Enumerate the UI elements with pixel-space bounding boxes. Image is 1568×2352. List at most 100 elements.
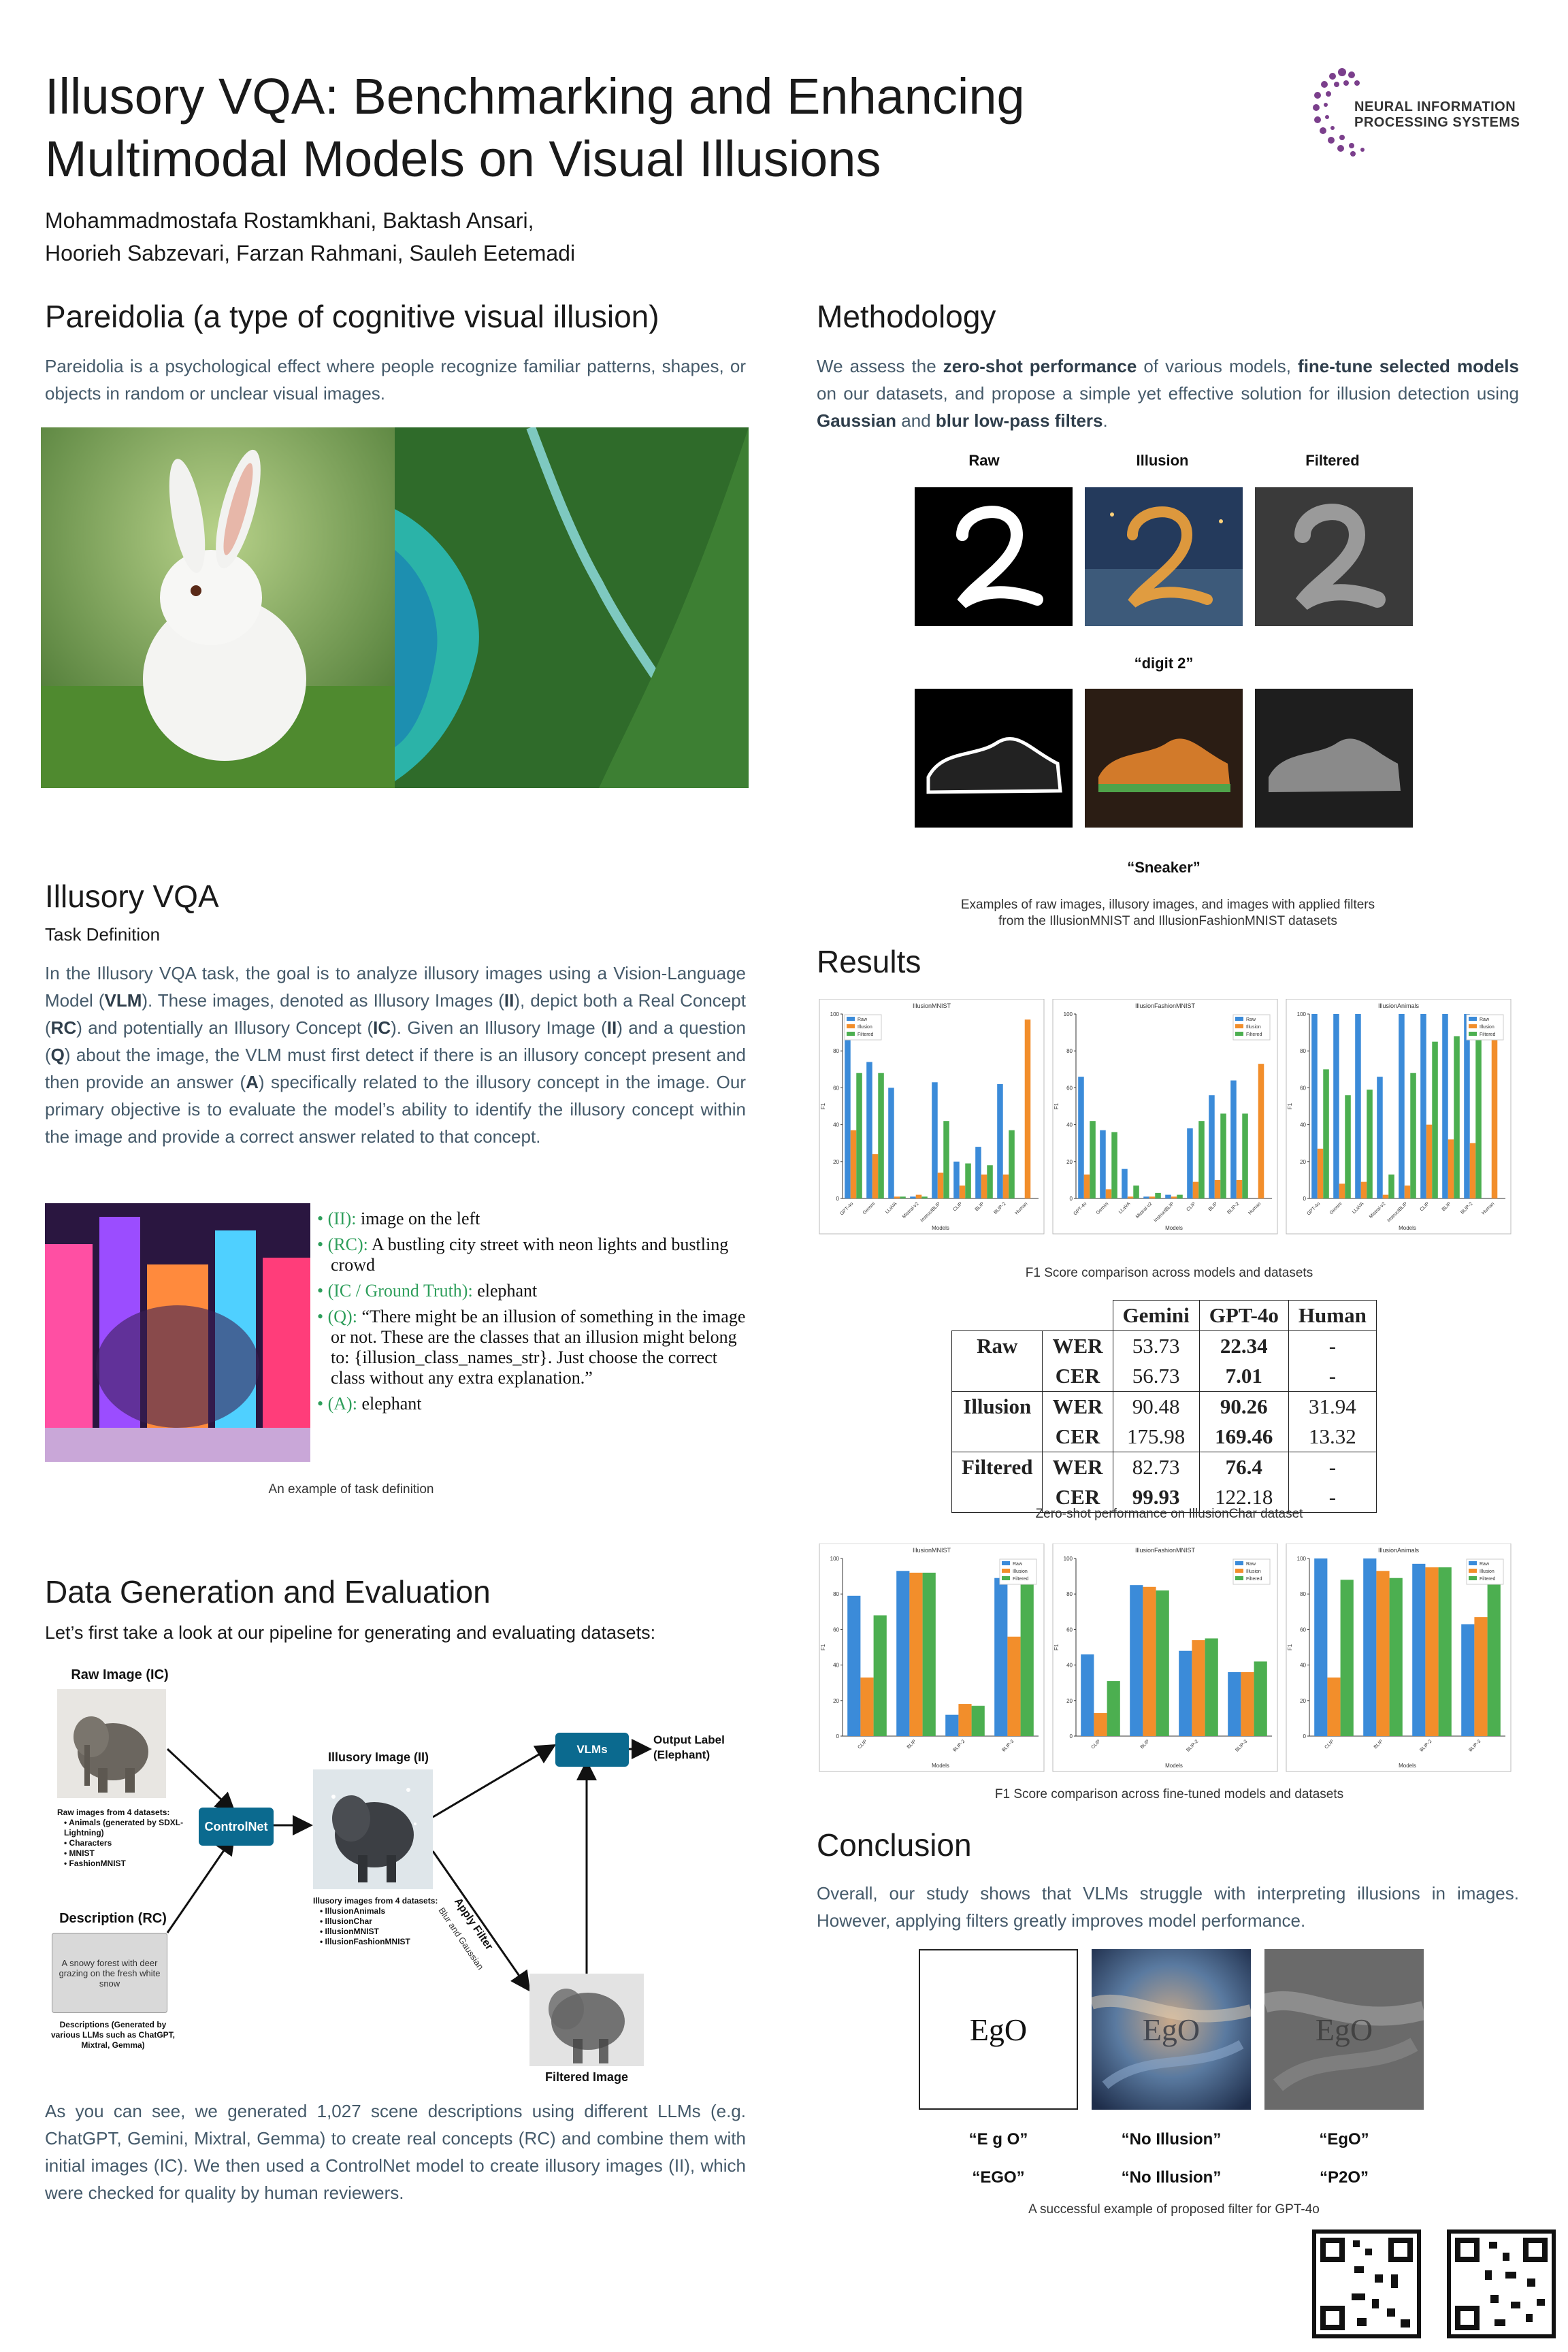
author-list: Mohammadmostafa Rostamkhani, Baktash Ans… (45, 204, 575, 270)
bar (1327, 1677, 1341, 1736)
vlms-box: VLMs (555, 1733, 629, 1767)
raw-elephant-image (57, 1689, 166, 1798)
col-label-raw: Raw (968, 452, 1000, 469)
table-cell: 13.32 (1288, 1422, 1377, 1452)
title-line-2: Multimodal Models on Visual Illusions (45, 131, 881, 187)
bar (932, 1082, 938, 1198)
neon-city-elephant-image (45, 1203, 310, 1462)
bar (1236, 1179, 1243, 1198)
col-label-filtered: Filtered (1305, 452, 1360, 469)
y-tick-label: 0 (1303, 1196, 1307, 1202)
col-label-illusion: Illusion (1136, 452, 1189, 469)
bar (1461, 1624, 1475, 1736)
results-heading: Results (817, 944, 921, 979)
illusory-sources: Illusory images from 4 datasets: • Illus… (313, 1896, 476, 1947)
legend-swatch (847, 1017, 855, 1021)
y-tick-label: 100 (830, 1556, 840, 1562)
title-line-1: Illusory VQA: Benchmarking and Enhancing (45, 68, 1025, 125)
answer-r2-c1: “EGO” (972, 2168, 1025, 2187)
ego-caption: A successful example of proposed filter … (1028, 2202, 1320, 2217)
results-table: Gemini GPT-4o Human Raw WER 53.73 22.34- CER 56.… (951, 1300, 1377, 1513)
bar (1127, 1196, 1134, 1198)
description-title: Description (RC) (59, 1911, 167, 1926)
legend-swatch (1469, 1576, 1477, 1580)
bar (971, 1705, 985, 1736)
bar (1214, 1179, 1221, 1198)
bar (1192, 1181, 1199, 1198)
legend-swatch (1002, 1569, 1010, 1573)
legend-swatch (1235, 1576, 1243, 1580)
table-cell: - (1288, 1482, 1377, 1513)
filtered-digit-image (1255, 487, 1413, 626)
y-tick-label: 40 (833, 1663, 839, 1669)
y-tick-label: 0 (836, 1196, 840, 1202)
table-group-label: Raw (951, 1330, 1043, 1392)
bar (1404, 1186, 1411, 1198)
answer-r1-c2: “No Illusion” (1121, 2130, 1222, 2149)
zero-shot-charts: IllusionMNIST 0 20 40 60 80 100 F1 GPT-4o Gemini L… (817, 999, 1522, 1237)
legend-label: Illusion (858, 1025, 872, 1030)
x-axis-label: Models (1399, 1225, 1416, 1231)
x-axis-label: Models (932, 1763, 949, 1769)
method-caption: Examples of raw images, illusory images,… (817, 897, 1519, 930)
bar (1491, 1030, 1498, 1198)
raw-digit-image (915, 487, 1073, 626)
chart-title: IllusionFashionMNIST (1135, 1547, 1196, 1554)
qr-code-icon[interactable] (1312, 2230, 1421, 2338)
bar (1376, 1571, 1390, 1736)
legend-label: Raw (1480, 1562, 1490, 1567)
bar (909, 1572, 923, 1736)
y-tick-label: 60 (1300, 1627, 1306, 1633)
bar (1399, 1014, 1405, 1198)
bar (1388, 1174, 1394, 1198)
filtered-elephant-image (529, 1974, 644, 2066)
illusory-elephant-image (313, 1769, 433, 1889)
y-tick-label: 20 (1066, 1159, 1073, 1165)
bar (981, 1174, 987, 1198)
table-metric-label: WER (1042, 1452, 1113, 1482)
filtered-image-title: Filtered Image (544, 2070, 629, 2084)
legend-swatch (1469, 1569, 1477, 1573)
chart-title: IllusionMNIST (913, 1547, 951, 1554)
illusion-digit-image (1085, 487, 1243, 626)
neurips-logo: NEURAL INFORMATION PROCESSING SYSTEMS (1307, 63, 1531, 165)
filtered-sneaker-image (1255, 689, 1413, 828)
x-axis-label: Models (932, 1225, 949, 1231)
table-header-row: Gemini GPT-4o Human (952, 1300, 1377, 1331)
legend-label: Raw (1013, 1562, 1023, 1567)
y-tick-label: 0 (836, 1733, 840, 1740)
bar (1209, 1095, 1215, 1198)
legend-swatch (1235, 1569, 1243, 1573)
pipeline-diagram: Raw Image (IC) Raw images from 4 dataset… (45, 1667, 753, 2084)
y-tick-label: 100 (1297, 1556, 1307, 1562)
chart-title: IllusionMNIST (913, 1002, 951, 1009)
y-tick-label: 100 (830, 1011, 840, 1017)
illusory-sources-title: Illusory images from 4 datasets: (313, 1896, 438, 1906)
controlnet-box: ControlNet (199, 1808, 274, 1846)
qr-code-icon[interactable] (1447, 2230, 1556, 2338)
y-tick-label: 20 (833, 1159, 839, 1165)
table-header-cell: GPT-4o (1198, 1300, 1289, 1331)
bar (1024, 1019, 1031, 1198)
table-cell: 90.48 (1112, 1391, 1200, 1422)
poster-title: Illusory VQA: Benchmarking and Enhancing… (45, 65, 1134, 191)
table-cell: 99.93 (1112, 1482, 1200, 1513)
y-tick-label: 0 (1303, 1733, 1307, 1740)
legend-swatch (1469, 1561, 1477, 1565)
raw-image-title: Raw Image (IC) (71, 1667, 169, 1682)
illusion-sneaker-image (1085, 689, 1243, 828)
legend-swatch (1469, 1032, 1477, 1036)
table-header-cell: Gemini (1112, 1300, 1200, 1331)
bar (1355, 1014, 1361, 1198)
bar (1426, 1124, 1433, 1198)
bar (1111, 1132, 1117, 1198)
forest-lake-photo (395, 427, 749, 788)
table-cell: 7.01 (1198, 1361, 1289, 1392)
data-gen-intro: Let’s first take a look at our pipeline … (45, 1622, 656, 1643)
ego-examples: EgO EgO EgO (919, 1949, 1429, 2133)
bar (1020, 1583, 1034, 1736)
bar (1317, 1148, 1324, 1198)
chart2-caption: F1 Score comparison across fine-tuned mo… (994, 1787, 1344, 1801)
